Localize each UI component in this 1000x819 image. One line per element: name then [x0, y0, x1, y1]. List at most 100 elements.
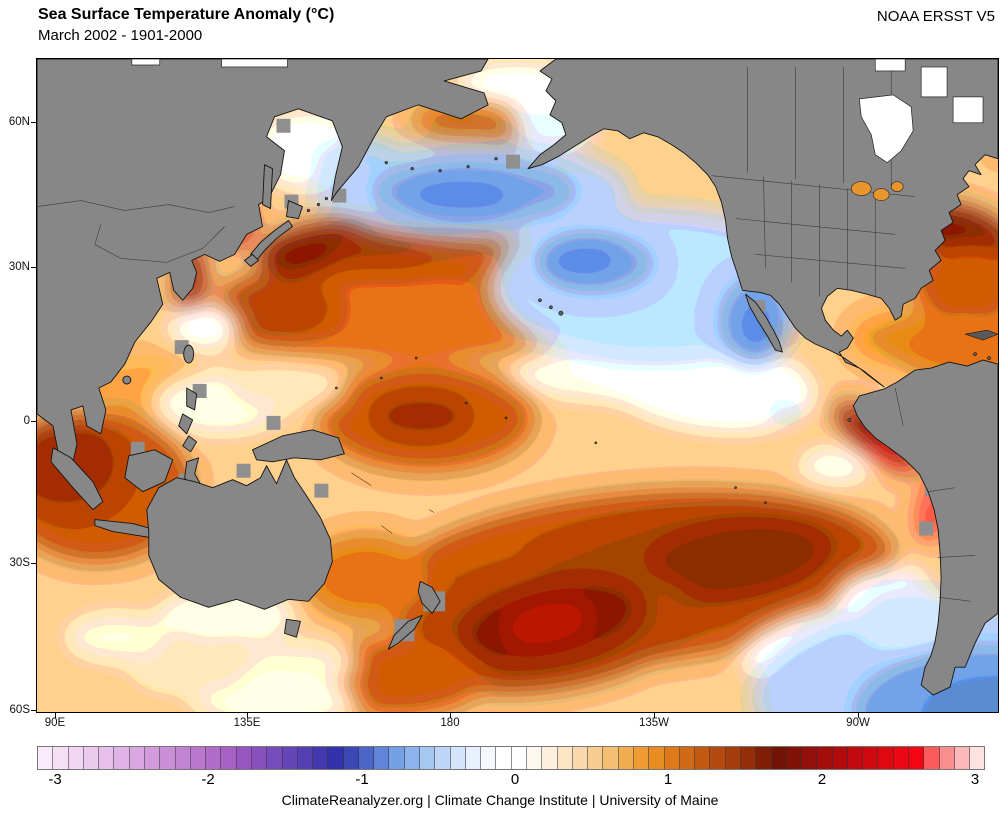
colorbar-cell [389, 747, 405, 769]
colorbar-cell [206, 747, 222, 769]
colorbar-cell [725, 747, 741, 769]
colorbar-cell [710, 747, 726, 769]
colorbar-cell [38, 747, 54, 769]
colorbar-cell [465, 747, 482, 769]
lon-tick-mark [247, 713, 248, 718]
polynesia-islets [504, 416, 508, 420]
south-america-landmass [852, 359, 998, 696]
lon-tick-mark [858, 713, 859, 718]
lon-tick-mark [654, 713, 655, 718]
colorbar-cell [420, 747, 436, 769]
lon-tick-label-135W: 135W [638, 717, 670, 729]
lat-tick-mark [31, 563, 36, 564]
colorbar-cell [557, 747, 573, 769]
polynesia-islets [594, 441, 598, 445]
micronesia-islets [414, 356, 418, 360]
colorbar-cell [251, 747, 268, 769]
colorbar-tick--3: -3 [48, 771, 62, 788]
new-zealand-north-island [417, 580, 441, 614]
sumatra-island [50, 447, 104, 511]
colorbar-cell [878, 747, 894, 769]
colorbar-cell [481, 747, 497, 769]
honshu-island [250, 220, 293, 261]
lon-tick-label-90E: 90E [44, 717, 66, 729]
colorbar-cell [358, 747, 375, 769]
colorbar-tick-1: 1 [663, 771, 673, 788]
colorbar-cell [450, 747, 466, 769]
colorbar-cell [542, 747, 558, 769]
aleutian-islands [384, 161, 388, 165]
colorbar-cell [954, 747, 971, 769]
kuril-islands [316, 202, 321, 207]
colorbar-cell [190, 747, 207, 769]
hawaii-islands [558, 310, 564, 316]
colorbar-cell [313, 747, 329, 769]
colorbar-cell [695, 747, 711, 769]
kuril-islands [324, 196, 329, 201]
lat-tick-label-60S: 60S [9, 704, 30, 716]
colorbar-cell [618, 747, 634, 769]
colorbar-tick-0: 0 [510, 771, 520, 788]
land-white-patches [131, 59, 984, 164]
arctic-ice-patch [920, 66, 948, 98]
lat-tick-label-0: 0 [23, 415, 30, 427]
colorbar-cell [297, 747, 314, 769]
colorbar-cell [572, 747, 589, 769]
colorbar-cell [909, 747, 925, 769]
colorbar-cell [114, 747, 130, 769]
siberia-ice-patch [221, 59, 288, 68]
sst-anomaly-map [36, 58, 999, 713]
colorbar-cell [328, 747, 344, 769]
colorbar-cell [802, 747, 818, 769]
colorbar-cell [68, 747, 84, 769]
aleutian-islands [438, 169, 442, 173]
hawaii-islands [538, 298, 542, 303]
hawaii-islands [549, 305, 553, 310]
philippines-islands [178, 387, 198, 453]
colorbar-cell [863, 747, 879, 769]
colorbar-cell [374, 747, 390, 769]
galapagos-islands [847, 418, 852, 422]
aleutian-islands [410, 167, 414, 171]
colorbar-cell [435, 747, 451, 769]
colorbar-cell [267, 747, 283, 769]
taiwan-island [183, 344, 195, 364]
colorbar-cell [236, 747, 252, 769]
credit-footer: ClimateReanalyzer.org | Climate Change I… [281, 792, 719, 808]
map-canvas [37, 59, 998, 712]
siberia-ice-patch [131, 59, 161, 66]
lon-tick-label-180: 180 [440, 717, 460, 729]
colorbar-cell [221, 747, 237, 769]
lat-tick-mark [31, 122, 36, 123]
colorbar-cell [404, 747, 421, 769]
kyushu-island [244, 253, 259, 267]
colorbar-cell [649, 747, 665, 769]
colorbar-tick--2: -2 [201, 771, 215, 788]
colorbar-cell [53, 747, 69, 769]
colorbar-cell [847, 747, 864, 769]
colorbar-cell [771, 747, 787, 769]
dataset-source-label: NOAA ERSST V5 [876, 8, 995, 25]
aleutian-islands [494, 157, 498, 161]
colorbar-cell [496, 747, 512, 769]
new-zealand-south-island [387, 614, 423, 650]
hainan-island [122, 375, 132, 385]
colorbar-cell [588, 747, 604, 769]
lat-tick-label-30S: 30S [9, 557, 30, 569]
great-lakes [851, 181, 904, 201]
colorbar-tick-3: 3 [970, 771, 980, 788]
lat-tick-mark [31, 267, 36, 268]
hudson-bay [858, 94, 914, 164]
colorbar-cell [664, 747, 680, 769]
polynesia-islets [464, 401, 468, 405]
colorbar-cell [129, 747, 145, 769]
arctic-ice-patch [952, 96, 984, 124]
page-subtitle: March 2002 - 1901-2000 [38, 27, 203, 44]
lat-tick-mark [31, 421, 36, 422]
arctic-ice-patch [874, 59, 906, 72]
colorbar-cell [282, 747, 298, 769]
colorbar-cell [144, 747, 161, 769]
colorbar-cell [83, 747, 100, 769]
colorbar-cell [970, 747, 985, 769]
page-title: Sea Surface Temperature Anomaly (°C) [38, 6, 335, 23]
